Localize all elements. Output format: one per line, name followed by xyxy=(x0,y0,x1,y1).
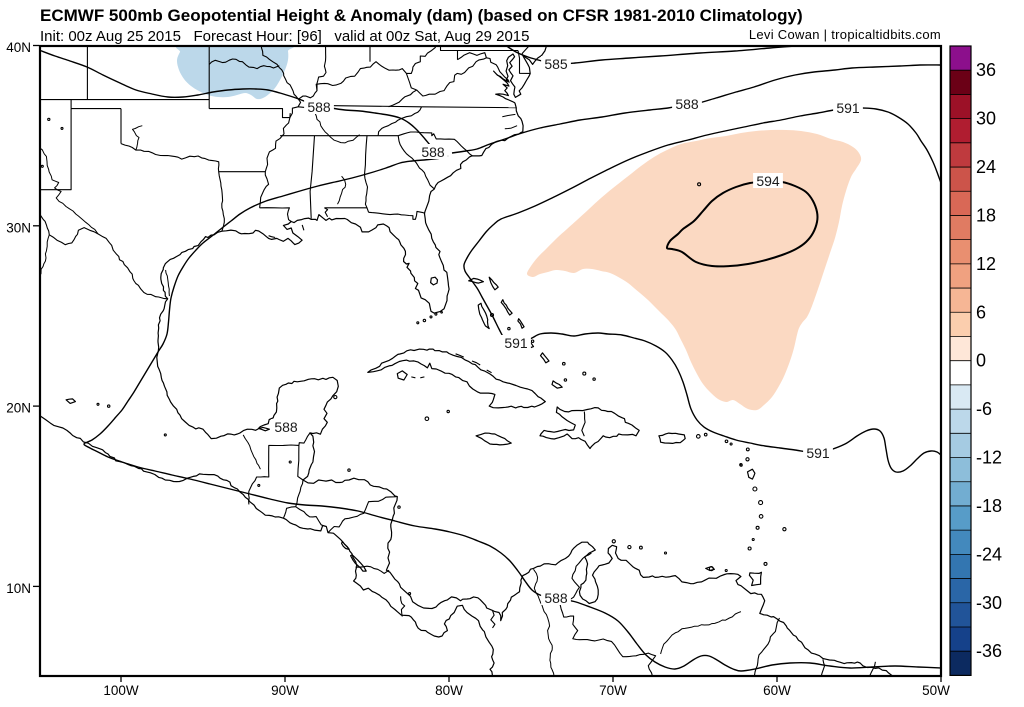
svg-text:80W: 80W xyxy=(435,683,463,698)
svg-text:12: 12 xyxy=(976,254,996,274)
svg-text:585: 585 xyxy=(544,56,568,72)
svg-text:30: 30 xyxy=(976,109,996,129)
svg-text:70W: 70W xyxy=(599,683,627,698)
svg-text:60W: 60W xyxy=(763,683,791,698)
svg-text:18: 18 xyxy=(976,206,996,226)
svg-text:0: 0 xyxy=(976,351,986,371)
svg-text:Init: 00z Aug 25 2015 Foreca: Init: 00z Aug 25 2015 Forecast Hour: [96… xyxy=(40,28,530,45)
svg-text:-24: -24 xyxy=(976,544,1002,564)
svg-text:90W: 90W xyxy=(271,683,299,698)
svg-text:50W: 50W xyxy=(922,683,950,698)
svg-text:588: 588 xyxy=(274,419,298,435)
svg-text:591: 591 xyxy=(836,100,860,116)
svg-text:ECMWF 500mb Geopotential Heigh: ECMWF 500mb Geopotential Height & Anomal… xyxy=(40,6,803,25)
svg-text:20N: 20N xyxy=(6,401,31,416)
svg-text:588: 588 xyxy=(675,96,699,112)
svg-text:-6: -6 xyxy=(976,399,992,419)
svg-text:24: 24 xyxy=(976,157,996,177)
svg-text:588: 588 xyxy=(544,590,568,606)
svg-text:594: 594 xyxy=(756,173,780,189)
svg-text:-36: -36 xyxy=(976,641,1002,661)
svg-text:Levi Cowan | tropicaltidbits.c: Levi Cowan | tropicaltidbits.com xyxy=(749,27,941,42)
svg-text:36: 36 xyxy=(976,60,996,80)
svg-text:588: 588 xyxy=(307,99,331,115)
svg-text:-12: -12 xyxy=(976,448,1002,468)
svg-text:30N: 30N xyxy=(6,220,31,235)
svg-text:-30: -30 xyxy=(976,593,1002,613)
svg-text:591: 591 xyxy=(806,445,830,461)
svg-text:588: 588 xyxy=(421,144,445,160)
svg-text:6: 6 xyxy=(976,302,986,322)
svg-text:10N: 10N xyxy=(6,581,31,596)
svg-text:-18: -18 xyxy=(976,496,1002,516)
svg-text:591: 591 xyxy=(504,335,528,351)
svg-text:100W: 100W xyxy=(103,683,139,698)
svg-text:40N: 40N xyxy=(6,40,31,55)
